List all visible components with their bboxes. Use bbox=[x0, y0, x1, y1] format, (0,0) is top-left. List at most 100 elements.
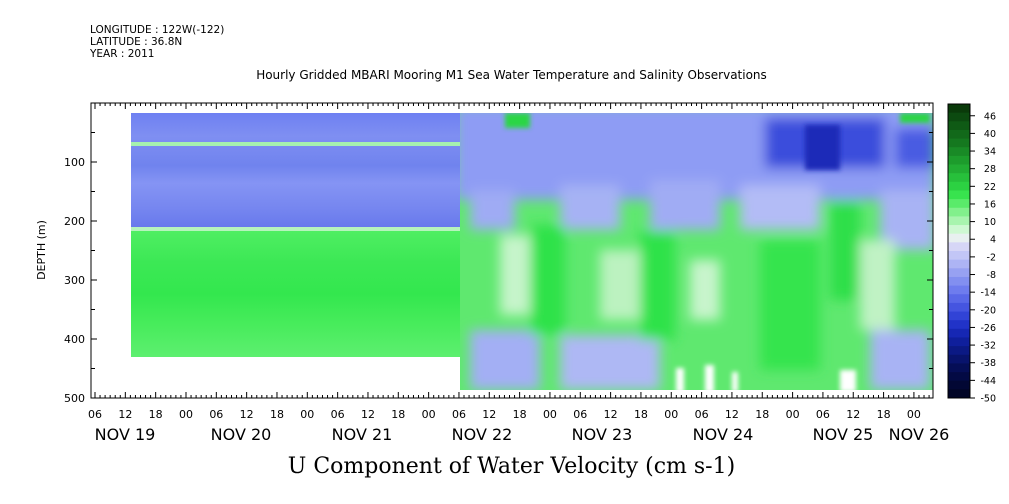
colorbar-swatch bbox=[948, 138, 970, 148]
year-label: YEAR : 2011 bbox=[90, 48, 155, 60]
colorbar-tick-label: -14 bbox=[980, 288, 996, 299]
blue-patch-b bbox=[560, 185, 620, 230]
colorbar-swatch bbox=[948, 242, 970, 252]
x-hour-label: 06 bbox=[573, 408, 587, 421]
x-day-label: NOV 25 bbox=[813, 425, 874, 444]
colorbar-swatch bbox=[948, 302, 970, 312]
colorbar-swatch bbox=[948, 233, 970, 243]
light-patch-d bbox=[860, 240, 895, 330]
colorbar-swatch bbox=[948, 337, 970, 347]
colorbar-swatch bbox=[948, 225, 970, 235]
x-hour-label: 00 bbox=[300, 408, 314, 421]
colorbar-swatch bbox=[948, 121, 970, 131]
colorbar-tick-label: -50 bbox=[980, 394, 996, 405]
colorbar-tick-label: 46 bbox=[984, 111, 996, 122]
colorbar-tick-label: 16 bbox=[984, 199, 996, 210]
x-day-label: NOV 19 bbox=[95, 425, 156, 444]
x-hour-label: 18 bbox=[877, 408, 891, 421]
colorbar-swatch bbox=[948, 389, 970, 399]
x-hour-label: 00 bbox=[664, 408, 678, 421]
heatmap-field bbox=[131, 113, 933, 390]
colorbar-tick-label: 28 bbox=[984, 164, 996, 175]
x-day-label: NOV 22 bbox=[452, 425, 513, 444]
x-hour-label: 18 bbox=[513, 408, 527, 421]
colorbar-tick-label: 10 bbox=[984, 217, 996, 228]
light-patch-a bbox=[500, 235, 530, 315]
colorbar-swatch bbox=[948, 294, 970, 304]
x-hour-label: 00 bbox=[907, 408, 921, 421]
strong-green-a bbox=[530, 225, 565, 335]
x-day-label: NOV 23 bbox=[572, 425, 633, 444]
colorbar-swatch bbox=[948, 216, 970, 226]
deep-blue-lower-a bbox=[470, 330, 540, 390]
white-gap-c bbox=[732, 372, 738, 390]
colorbar-tick-label: -8 bbox=[987, 270, 996, 281]
colorbar-swatch bbox=[948, 112, 970, 122]
steady-green-layer bbox=[131, 231, 461, 357]
colorbar-tick-label: -32 bbox=[980, 341, 996, 352]
strong-green-c bbox=[760, 240, 820, 370]
colorbar-frame bbox=[947, 103, 971, 399]
x-day-label: NOV 26 bbox=[889, 425, 950, 444]
colorbar-swatch bbox=[948, 328, 970, 338]
x-hour-label: 06 bbox=[695, 408, 709, 421]
x-hour-label: 18 bbox=[755, 408, 769, 421]
x-hour-label: 12 bbox=[604, 408, 618, 421]
strong-green-d bbox=[830, 200, 860, 300]
colorbar-swatch bbox=[948, 190, 970, 200]
colorbar-swatch bbox=[948, 181, 970, 191]
light-patch-b bbox=[600, 250, 640, 320]
surface-green-spot bbox=[505, 113, 530, 128]
white-gap-d bbox=[840, 370, 856, 390]
colorbar-swatch bbox=[948, 372, 970, 382]
x-hour-label: 06 bbox=[331, 408, 345, 421]
colorbar-tick-label: 34 bbox=[984, 147, 996, 158]
colorbar-tick-label: 4 bbox=[990, 235, 996, 246]
colorbar-swatch bbox=[948, 147, 970, 157]
surface-green-spot-2 bbox=[900, 113, 930, 123]
blue-patch-a bbox=[470, 190, 515, 230]
white-gap-b bbox=[705, 365, 714, 390]
strong-green-b bbox=[640, 230, 675, 340]
steady-blue-layer bbox=[131, 113, 461, 230]
colorbar-swatch bbox=[948, 276, 970, 286]
colorbar-swatch bbox=[948, 268, 970, 278]
colorbar-tick-label: -20 bbox=[980, 305, 996, 316]
blue-patch-d bbox=[740, 185, 820, 230]
x-hour-label: 06 bbox=[88, 408, 102, 421]
colorbar-swatch bbox=[948, 363, 970, 373]
colorbar-tick-label: -44 bbox=[980, 376, 996, 387]
steady-thin-green-line bbox=[131, 142, 461, 146]
x-hour-label: 18 bbox=[634, 408, 648, 421]
x-hour-label: 12 bbox=[482, 408, 496, 421]
y-axis-title: DEPTH (m) bbox=[35, 220, 48, 280]
longitude-label: LONGITUDE : 122W(-122) bbox=[90, 24, 225, 36]
colorbar-swatch bbox=[948, 173, 970, 183]
x-hour-label: 00 bbox=[422, 408, 436, 421]
steady-transition-band bbox=[131, 227, 461, 232]
x-hour-label: 06 bbox=[209, 408, 223, 421]
colorbar-swatch bbox=[948, 251, 970, 261]
y-tick-label: 500 bbox=[64, 392, 85, 405]
colorbar-swatch bbox=[948, 380, 970, 390]
variable-field bbox=[460, 113, 933, 390]
colorbar-swatch bbox=[948, 155, 970, 165]
x-hour-label: 12 bbox=[361, 408, 375, 421]
y-tick-label: 400 bbox=[64, 333, 85, 346]
colorbar-tick-label: -2 bbox=[987, 252, 996, 263]
axes: 100 200 300 400 500 DEPTH (m) 06 12 18 00 06 12 18 00… bbox=[35, 103, 949, 444]
x-day-label: NOV 20 bbox=[211, 425, 272, 444]
deep-blue-right bbox=[895, 128, 933, 168]
colorbar-swatch bbox=[948, 311, 970, 321]
chart-title: Hourly Gridded MBARI Mooring M1 Sea Wate… bbox=[256, 68, 767, 82]
x-hour-label: 18 bbox=[391, 408, 405, 421]
colorbar-swatch bbox=[948, 346, 970, 356]
colorbar-swatch bbox=[948, 285, 970, 295]
x-hour-label: 00 bbox=[179, 408, 193, 421]
x-hour-label: 12 bbox=[118, 408, 132, 421]
latitude-label: LATITUDE : 36.8N bbox=[90, 36, 183, 48]
deep-blue-lower-c bbox=[870, 330, 930, 390]
x-axis-title: U Component of Water Velocity (cm s-1) bbox=[287, 454, 736, 479]
colorbar-swatch bbox=[948, 199, 970, 209]
x-hour-label: 06 bbox=[452, 408, 466, 421]
